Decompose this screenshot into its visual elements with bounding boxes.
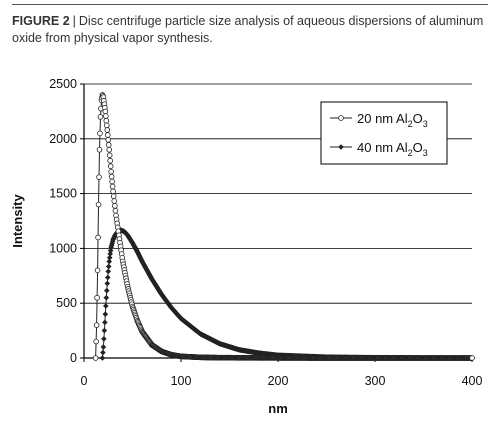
- data-point: [110, 193, 117, 200]
- data-point: [105, 263, 112, 270]
- data-point: [104, 280, 111, 287]
- gridlines: [84, 83, 472, 304]
- legend-box: [320, 101, 448, 165]
- x-tick-label: 100: [171, 374, 192, 388]
- data-point: [104, 127, 111, 133]
- y-tick-label: 2500: [49, 77, 77, 91]
- data-point: [107, 157, 113, 164]
- data-point: [102, 108, 109, 115]
- data-point: [96, 174, 102, 180]
- data-point: [102, 311, 109, 317]
- caption-top-rule: [12, 4, 488, 5]
- data-point: [107, 163, 114, 170]
- data-point: [104, 132, 111, 138]
- series-line: [101, 229, 473, 359]
- data-point: [110, 188, 116, 195]
- data-point: [106, 152, 113, 159]
- x-tick-label: 300: [365, 374, 386, 388]
- data-point: [95, 234, 101, 241]
- data-point: [95, 201, 102, 208]
- data-point: [112, 207, 119, 214]
- data-point: [109, 183, 116, 190]
- data-point: [97, 130, 103, 137]
- y-tick-label: 1000: [49, 241, 77, 255]
- figure-label: FIGURE 2: [12, 14, 70, 28]
- x-tick-label: 400: [462, 374, 483, 388]
- data-point: [105, 268, 112, 275]
- data-point: [102, 319, 108, 326]
- data-point: [100, 344, 107, 350]
- data-point: [105, 137, 112, 143]
- series-2: [99, 227, 475, 361]
- series-1: [92, 92, 475, 361]
- data-point: [108, 173, 115, 180]
- y-tick-label: 500: [56, 296, 77, 310]
- legend-marker: [338, 144, 344, 150]
- series-layer: [92, 92, 475, 361]
- data-point: [109, 178, 115, 185]
- legend: 20 nm Al2O3 40 nm Al2O3: [320, 101, 448, 165]
- y-tick-label: 2000: [49, 132, 77, 146]
- legend-entry: 40 nm Al2O3: [357, 140, 428, 158]
- x-tick-label: 200: [268, 374, 289, 388]
- y-tick-label: 1500: [49, 187, 77, 201]
- data-point: [103, 117, 110, 124]
- figure-caption: FIGURE 2 | Disc centrifuge particle size a…: [12, 13, 488, 47]
- data-point: [106, 258, 113, 265]
- y-axis-label: Intensity: [10, 194, 25, 248]
- data-point: [108, 168, 114, 175]
- data-point: [111, 198, 118, 204]
- caption-separator: |: [72, 14, 76, 28]
- data-point: [94, 294, 100, 301]
- data-point: [92, 355, 99, 361]
- data-point: [106, 254, 113, 261]
- data-point: [94, 267, 101, 274]
- data-point: [112, 203, 118, 209]
- data-point: [99, 355, 106, 361]
- data-point: [104, 274, 111, 281]
- data-point: [101, 336, 107, 342]
- data-point: [93, 338, 99, 345]
- legend-entry: 20 nm Al2O3: [357, 111, 428, 129]
- x-axis-label: nm: [268, 401, 288, 416]
- x-tick-label: 0: [81, 374, 88, 388]
- data-point: [103, 303, 109, 309]
- data-point: [101, 327, 108, 334]
- data-point: [106, 146, 113, 153]
- data-point: [100, 349, 106, 356]
- data-point: [103, 287, 110, 294]
- caption-text: Disc centrifuge particle size analysis o…: [12, 14, 484, 45]
- data-point: [103, 294, 110, 301]
- data-point: [105, 142, 112, 148]
- data-point: [103, 113, 109, 119]
- data-point: [96, 146, 103, 153]
- data-point: [97, 114, 104, 120]
- data-point: [93, 322, 100, 328]
- y-tick-label: 0: [70, 351, 77, 365]
- legend-marker: [338, 115, 344, 121]
- data-point: [469, 355, 475, 361]
- data-point: [107, 251, 113, 257]
- data-point: [103, 122, 110, 129]
- data-point: [107, 247, 114, 254]
